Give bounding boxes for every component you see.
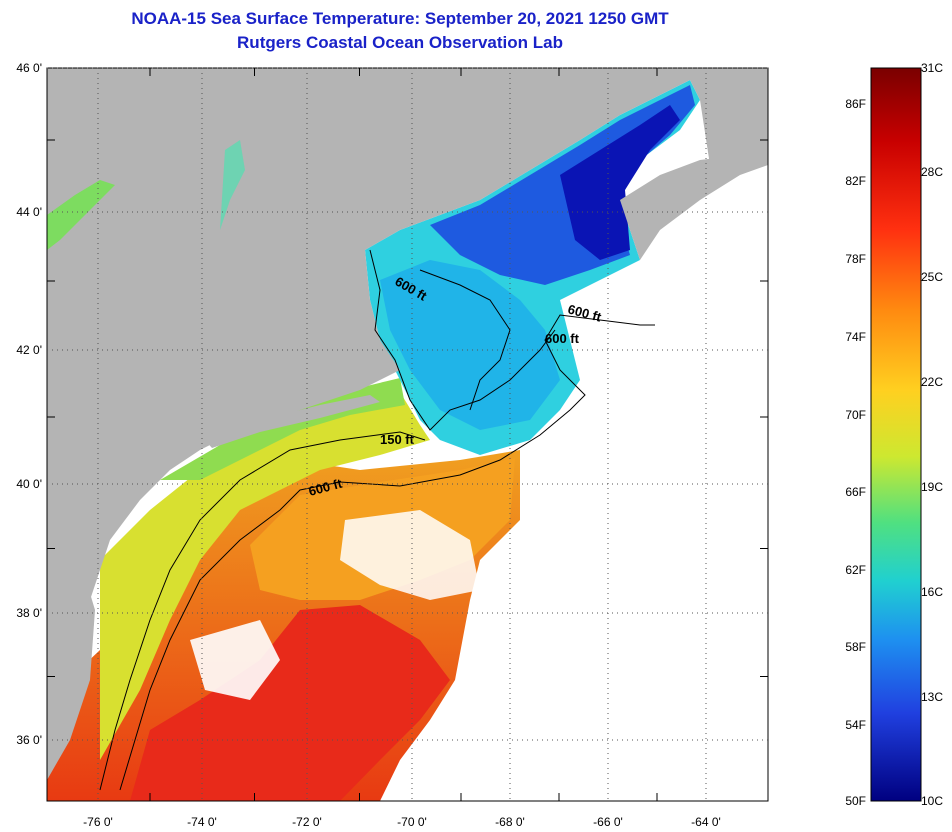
lon-label: -70 0' [397,815,427,829]
colorbar-f-label: 74F [845,330,866,344]
lake-patch [47,180,115,250]
lake-patch [220,140,245,230]
colorbar-f-label: 54F [845,718,866,732]
map-subtitle: Rutgers Coastal Ocean Observation Lab [237,33,563,52]
map-title: NOAA-15 Sea Surface Temperature: Septemb… [131,9,669,28]
contour-label: 600 ft [545,331,580,346]
colorbar-c-label: 22C [921,375,944,389]
longitude-labels: -76 0' -74 0' -72 0' -70 0' -68 0' -66 0' -64 … [83,815,721,829]
land-nova-scotia [620,150,768,260]
colorbar-f-label: 86F [845,97,866,111]
contour-label: 150 ft [380,432,415,447]
lon-label: -74 0' [187,815,217,829]
graticule [47,67,768,801]
lon-label: -76 0' [83,815,113,829]
colorbar-f-label: 70F [845,408,866,422]
lon-label: -72 0' [292,815,322,829]
colorbar-f-label: 62F [845,563,866,577]
lon-label: -64 0' [691,815,721,829]
lat-label: 40 0' [16,477,42,491]
colorbar-c-label: 10C [921,794,944,808]
colorbar-f-label: 66F [845,485,866,499]
lon-label: -66 0' [593,815,623,829]
colorbar [870,67,922,802]
lat-label: 42 0' [16,343,42,357]
colorbar-f-label: 78F [845,252,866,266]
lat-label: 44 0' [16,205,42,219]
plot-area [47,68,768,801]
bathymetry-contours [99,249,655,791]
colorbar-c-label: 25C [921,270,944,284]
latitude-labels: 46 0' 44 0' 42 0' 40 0' 38 0' 36 0' [16,61,42,747]
colorbar-c-label: 13C [921,690,944,704]
lat-label: 38 0' [16,606,42,620]
land-long-island [205,395,380,448]
sst-mid-blue [380,260,560,430]
colorbar-f-label: 50F [845,794,866,808]
lat-label: 36 0' [16,733,42,747]
lon-label: -68 0' [495,815,525,829]
colorbar-c-label: 31C [921,61,944,75]
colorbar-f-label: 82F [845,174,866,188]
colorbar-c-label: 28C [921,165,944,179]
land-delmarva [47,560,95,780]
cloud-gap [340,510,480,600]
colorbar-c-label: 16C [921,585,944,599]
colorbar-c-label: 19C [921,480,944,494]
land-mass [47,68,768,760]
sst-cold-core [560,105,680,260]
sst-hot-core [130,605,450,801]
lat-label: 46 0' [16,61,42,75]
colorbar-f-label: 58F [845,640,866,654]
cloud-gap [190,620,280,700]
